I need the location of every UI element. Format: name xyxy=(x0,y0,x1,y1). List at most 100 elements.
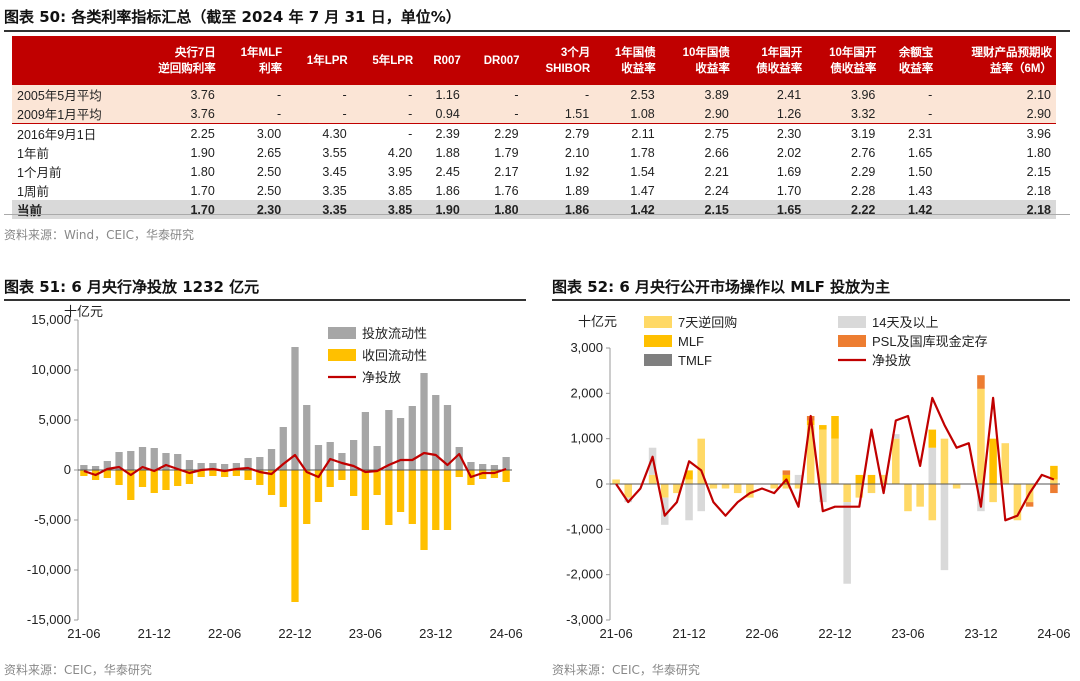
bar-rr7 xyxy=(746,484,754,498)
bar-mlf xyxy=(928,429,937,448)
table-cell: 3.32 xyxy=(806,104,881,124)
table-cell: 3.76 xyxy=(132,104,220,124)
legend-swatch xyxy=(644,354,672,366)
table-cell: 4.30 xyxy=(286,123,352,143)
column-header: 1年LPR xyxy=(286,36,352,85)
table-cell: 1.70 xyxy=(776,183,802,198)
y-tick-label: 0 xyxy=(596,476,603,491)
legend-swatch xyxy=(644,335,672,347)
bar-inject xyxy=(350,440,358,470)
table-cell: 2.17 xyxy=(494,164,519,179)
bar-inject xyxy=(373,446,381,470)
table-cell: 2.28 xyxy=(851,183,876,198)
table-cell: - xyxy=(286,104,352,124)
bar-rr7 xyxy=(952,484,961,489)
table-cell: 2.30 xyxy=(219,200,287,219)
bar-withdraw xyxy=(162,470,170,490)
table-cell: 3.19 xyxy=(806,123,881,143)
bar-rr7 xyxy=(770,484,778,489)
x-tick-label: 22-06 xyxy=(208,626,241,641)
bar-inject xyxy=(326,442,334,470)
bar-inject xyxy=(338,453,346,470)
y-tick-label: 3,000 xyxy=(570,340,603,355)
table-row: 1周前 1.70 2.50 3.35 3.85 1.86 1.76 1.89 1.47 2.24 1… xyxy=(12,181,1056,200)
bar-withdraw xyxy=(232,470,240,476)
table-cell: 1.86 xyxy=(523,200,595,219)
bar-inject xyxy=(432,395,440,470)
table-cell: 3.45 xyxy=(322,164,347,179)
fig52-title-rule xyxy=(552,299,1070,301)
table-cell: - xyxy=(351,123,418,143)
bar-inject xyxy=(127,451,135,470)
bar-mlf xyxy=(1050,465,1058,480)
fig50-title: 图表 50: 各类利率指标汇总（截至 2024 年 7 月 31 日，单位%） xyxy=(4,8,461,26)
table-cell: - xyxy=(523,85,595,104)
bar-rr7 xyxy=(977,388,985,484)
bar-withdraw xyxy=(150,470,158,493)
table-row: 2005年5月平均 3.76- - -1.16- -2.53 3.89 2.41 3.96-2… xyxy=(12,85,1056,104)
bar-inject xyxy=(232,463,240,470)
legend-label: PSL及国库现金定存 xyxy=(872,334,988,349)
bar-withdraw xyxy=(396,470,405,512)
bar-inject xyxy=(279,427,287,470)
bar-withdraw xyxy=(420,470,428,550)
bar-mlf xyxy=(989,438,997,484)
table-cell: - xyxy=(286,85,352,104)
table-cell: 1.26 xyxy=(733,104,807,124)
bar-withdraw xyxy=(443,470,452,530)
table-cell: 1.51 xyxy=(523,104,595,124)
table-cell: 3.96 xyxy=(937,123,1056,143)
bar-inject xyxy=(256,457,264,470)
fig50-bottom-rule xyxy=(4,214,1070,215)
table-row: 2009年1月平均 3.76- - -0.94-1.51 1.08 2.90 1.26 3.3… xyxy=(12,104,1056,124)
bar-rr7 xyxy=(819,429,827,484)
table-cell: 3.35 xyxy=(286,200,352,219)
bar-inject xyxy=(490,465,499,470)
table-cell: 3.55 xyxy=(322,145,347,160)
row-label: 1周前 xyxy=(17,185,49,199)
table-cell: 1.69 xyxy=(776,164,802,179)
fig52-title: 图表 52: 6 月央行公开市场操作以 MLF 投放为主 xyxy=(552,278,891,296)
bar-withdraw xyxy=(115,470,123,485)
bar-withdraw xyxy=(267,470,276,495)
table-cell: 2.31 xyxy=(880,123,938,143)
bar-withdraw xyxy=(408,470,416,524)
legend-label: 净投放 xyxy=(872,353,911,368)
legend-swatch xyxy=(838,316,866,328)
table-cell: - xyxy=(464,104,524,124)
column-header: 央行7日 逆回购利率 xyxy=(132,36,220,85)
bar-inject xyxy=(443,405,452,470)
bar-withdraw xyxy=(373,470,381,495)
table-cell: 2.41 xyxy=(733,85,807,104)
bar-rr7 xyxy=(855,484,864,498)
table-cell: 2.39 xyxy=(417,123,465,143)
y-axis-unit: 十亿元 xyxy=(578,314,617,329)
bar-rr7 xyxy=(1013,484,1022,521)
column-header: 余额宝 收益率 xyxy=(880,36,938,85)
table-cell: 0.94 xyxy=(417,104,465,124)
column-header: 3个月 SHIBOR xyxy=(523,36,595,85)
table-cell: 1.76 xyxy=(494,183,519,198)
table-cell: 2.25 xyxy=(132,123,220,143)
x-tick-label: 22-12 xyxy=(278,626,311,641)
bar-psl xyxy=(782,470,791,475)
bar-rr14 xyxy=(697,484,705,512)
table-cell: - xyxy=(219,85,287,104)
x-tick-label: 23-06 xyxy=(891,626,924,641)
table-cell: 3.76 xyxy=(132,85,220,104)
y-tick-label: 10,000 xyxy=(31,362,71,377)
bar-inject xyxy=(80,465,88,470)
bar-inject xyxy=(455,447,463,470)
bar-rr7 xyxy=(624,484,633,498)
table-cell: 1.70 xyxy=(132,200,220,219)
table-cell: 1.54 xyxy=(630,164,655,179)
bar-withdraw xyxy=(502,470,510,482)
bar-rr7 xyxy=(794,484,803,489)
table-header-row: 央行7日 逆回购利率 1年MLF 利率 1年LPR 5年LPR R007 DR007 3个月 SH… xyxy=(12,36,1056,85)
table-cell: 2.79 xyxy=(523,123,595,143)
bar-inject xyxy=(408,406,416,470)
bar-withdraw xyxy=(80,470,88,476)
table-cell: 2.30 xyxy=(733,123,807,143)
y-tick-label: -10,000 xyxy=(27,562,71,577)
column-header: 1年MLF 利率 xyxy=(219,36,287,85)
